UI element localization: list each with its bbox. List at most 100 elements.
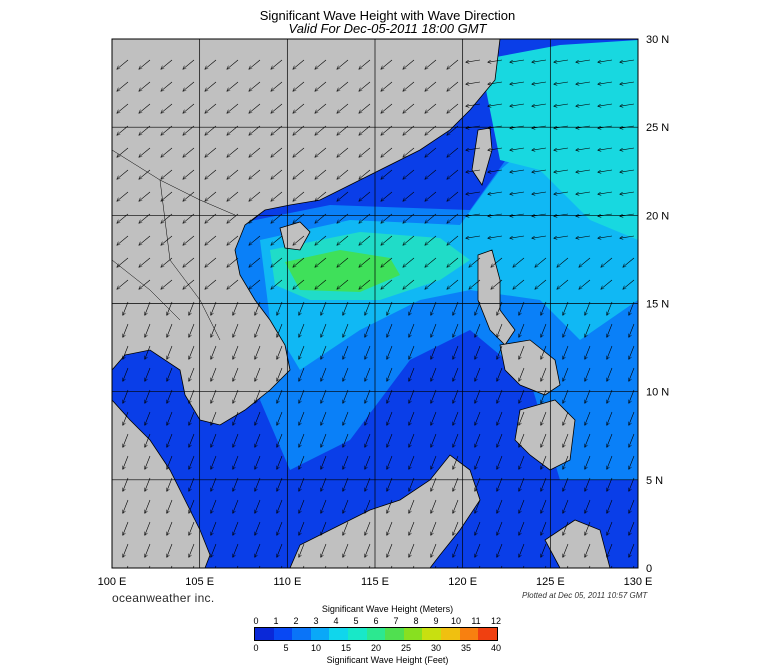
- wave-arrow: [447, 147, 459, 157]
- wave-arrow: [431, 345, 437, 359]
- wave-arrow: [601, 279, 613, 289]
- wave-arrow: [205, 257, 217, 267]
- wave-arrow: [145, 521, 151, 535]
- wave-arrow: [233, 433, 239, 447]
- wave-arrow: [629, 433, 635, 447]
- wave-arrow: [233, 543, 239, 557]
- wave-arrow: [205, 279, 217, 289]
- wave-arrow: [249, 279, 261, 289]
- wave-arrow: [425, 279, 437, 289]
- wave-arrow: [563, 521, 569, 535]
- wave-map: 100 E 105 E 110 E 115 E 120 E 125 E 130 E0 5 N 1…: [98, 34, 670, 588]
- wave-arrow: [554, 81, 569, 84]
- wave-arrow: [403, 169, 415, 179]
- wave-arrow: [607, 543, 613, 557]
- wave-arrow: [563, 389, 569, 403]
- wave-arrow: [620, 147, 635, 150]
- wave-arrow: [532, 191, 547, 194]
- wave-arrow: [475, 389, 481, 403]
- wave-arrow: [532, 169, 547, 172]
- latitude-label: 5 N: [646, 475, 663, 487]
- wave-arrow: [431, 389, 437, 403]
- wave-arrow: [183, 257, 195, 267]
- wave-arrow: [321, 455, 327, 469]
- wave-arrow: [359, 235, 371, 245]
- wave-arrow: [299, 389, 305, 403]
- wave-arrow: [598, 235, 613, 238]
- wave-arrow: [607, 455, 613, 469]
- wave-arrow: [161, 169, 173, 179]
- wave-arrow: [497, 323, 503, 337]
- wave-arrow: [532, 147, 547, 150]
- wave-arrow: [365, 301, 371, 315]
- color-scale-segment: [273, 628, 293, 640]
- wave-arrow: [211, 433, 217, 447]
- legend-tick-label: 0: [253, 643, 259, 653]
- wave-arrow: [277, 367, 283, 381]
- wave-arrow: [387, 323, 393, 337]
- wave-arrow: [359, 59, 371, 69]
- wave-arrow: [365, 323, 371, 337]
- wave-arrow: [497, 499, 503, 513]
- wave-arrow: [532, 59, 547, 62]
- wave-arrow: [249, 235, 261, 245]
- wave-arrow: [403, 103, 415, 113]
- legend-tick-label: 5: [353, 616, 359, 626]
- wave-arrow: [321, 301, 327, 315]
- wave-arrow: [189, 521, 195, 535]
- wave-arrow: [167, 499, 173, 513]
- wave-arrow: [387, 411, 393, 425]
- wave-arrow: [557, 279, 569, 289]
- wave-arrow: [205, 191, 217, 201]
- wave-arrow: [315, 59, 327, 69]
- wave-arrow: [381, 147, 393, 157]
- color-scale-segment: [366, 628, 386, 640]
- wave-arrow: [563, 455, 569, 469]
- wave-arrow: [409, 345, 415, 359]
- wave-arrow: [321, 411, 327, 425]
- legend-feet-ticks: 0 5 10 15 20 25 30 35 40: [0, 643, 775, 654]
- legend-tick-label: 9: [433, 616, 439, 626]
- wave-arrow: [598, 147, 613, 150]
- wave-arrow: [447, 257, 459, 267]
- wave-arrow: [381, 169, 393, 179]
- legend-tick-label: 2: [293, 616, 299, 626]
- wave-arrow: [554, 191, 569, 194]
- wave-arrow: [293, 59, 305, 69]
- wave-arrow: [233, 367, 239, 381]
- wave-arrow: [293, 257, 305, 267]
- wave-arrow: [271, 81, 283, 91]
- wave-arrow: [488, 147, 503, 150]
- wave-arrow: [453, 323, 459, 337]
- wave-arrow: [403, 279, 415, 289]
- wave-arrow: [431, 367, 437, 381]
- wave-arrow: [145, 345, 151, 359]
- wave-arrow: [585, 433, 591, 447]
- wave-arrow: [387, 301, 393, 315]
- wave-arrow: [403, 147, 415, 157]
- wave-arrow: [629, 323, 635, 337]
- legend-tick-label: 3: [313, 616, 319, 626]
- wave-arrow: [585, 411, 591, 425]
- wave-arrow: [466, 169, 481, 172]
- wave-arrow: [271, 279, 283, 289]
- wave-arrow: [381, 81, 393, 91]
- wave-arrow: [519, 455, 525, 469]
- wave-arrow: [513, 279, 525, 289]
- wave-arrow: [321, 499, 327, 513]
- wave-arrow: [183, 147, 195, 157]
- wave-arrow: [189, 301, 195, 315]
- wave-arrow: [541, 389, 547, 403]
- longitude-label: 110 E: [273, 576, 301, 588]
- wave-arrow: [387, 345, 393, 359]
- wave-arrow: [277, 499, 283, 513]
- wave-arrow: [167, 411, 173, 425]
- wave-arrow: [211, 389, 217, 403]
- wave-arrow: [425, 81, 437, 91]
- legend-tick-label: 4: [333, 616, 339, 626]
- wave-arrow: [607, 323, 613, 337]
- wave-arrow: [255, 433, 261, 447]
- wave-arrow: [510, 81, 525, 84]
- wave-arrow: [623, 279, 635, 289]
- wave-arrow: [620, 81, 635, 84]
